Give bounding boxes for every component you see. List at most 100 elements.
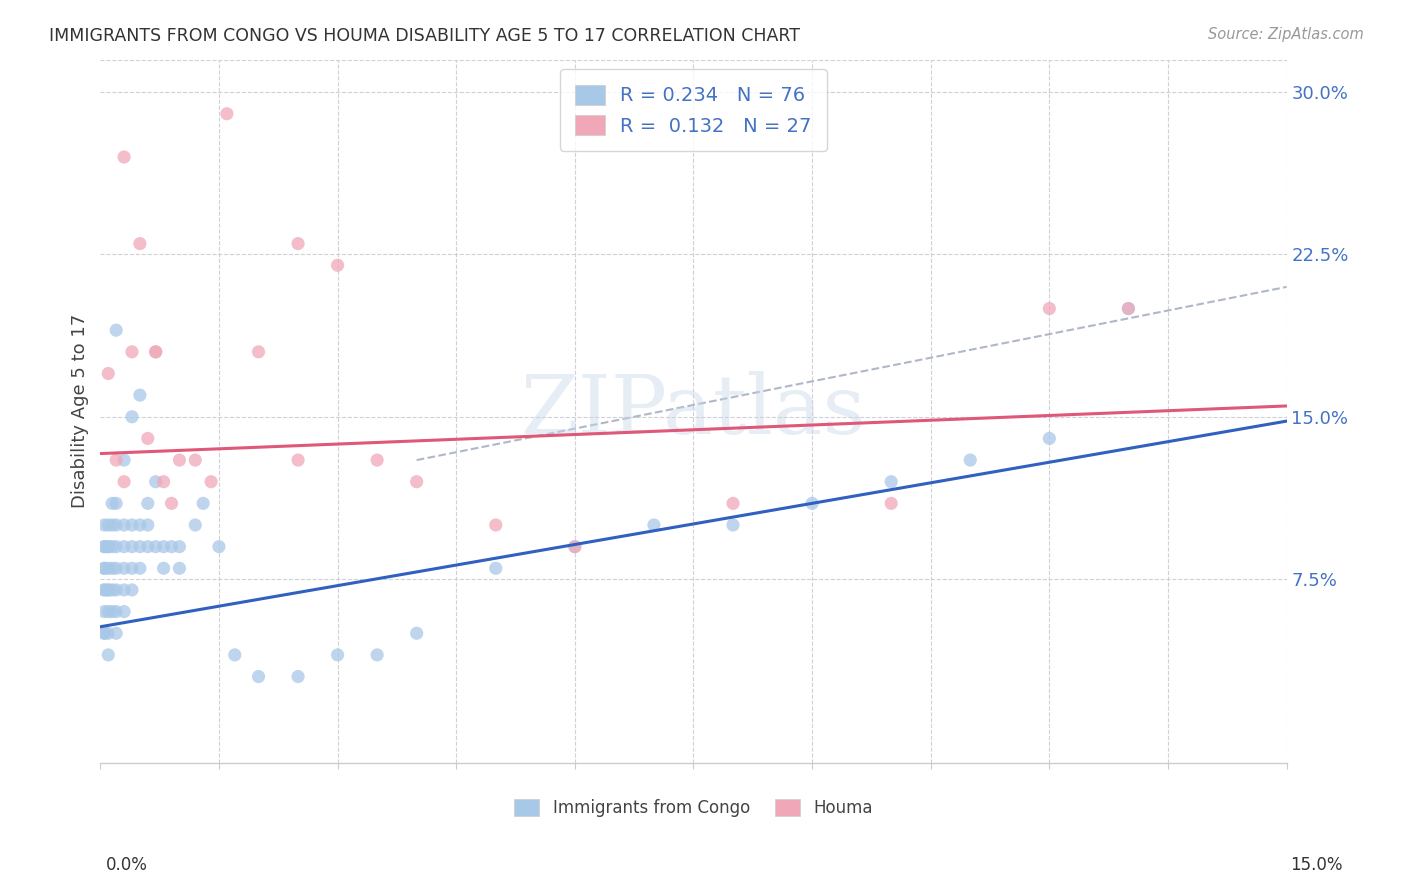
Point [101,518,124,533]
Point [145,344,167,359]
Text: 15.0%: 15.0% [1291,856,1343,874]
Point [1118,301,1140,316]
Point [366,648,388,662]
Point [105,540,128,554]
Point [405,626,427,640]
Point [93,540,115,554]
Point [184,453,207,467]
Point [215,106,238,120]
Point [93,605,115,619]
Point [97,648,120,662]
Point [152,475,174,489]
Point [93,582,115,597]
Point [112,475,135,489]
Point [121,582,143,597]
Point [97,540,120,554]
Point [105,453,128,467]
Point [145,475,167,489]
Point [93,582,115,597]
Point [121,540,143,554]
Point [112,453,135,467]
Point [101,540,124,554]
Point [121,344,143,359]
Point [112,605,135,619]
Point [97,605,120,619]
Point [105,605,128,619]
Point [247,669,270,683]
Point [152,540,174,554]
Legend: Immigrants from Congo, Houma: Immigrants from Congo, Houma [506,790,882,825]
Point [485,561,508,575]
Point [152,561,174,575]
Point [721,518,744,533]
Point [93,518,115,533]
Point [97,626,120,640]
Point [97,582,120,597]
Point [121,518,143,533]
Point [287,453,309,467]
Point [224,648,246,662]
Point [105,518,128,533]
Point [112,561,135,575]
Point [169,453,191,467]
Point [128,518,150,533]
Text: 0.0%: 0.0% [105,856,148,874]
Point [105,496,128,510]
Point [208,540,231,554]
Point [247,344,270,359]
Point [105,582,128,597]
Point [160,496,183,510]
Point [643,518,665,533]
Point [105,561,128,575]
Point [184,518,207,533]
Point [112,150,135,164]
Point [287,236,309,251]
Point [200,475,222,489]
Point [485,518,508,533]
Point [112,540,135,554]
Point [93,561,115,575]
Point [145,540,167,554]
Point [721,496,744,510]
Text: IMMIGRANTS FROM CONGO VS HOUMA DISABILITY AGE 5 TO 17 CORRELATION CHART: IMMIGRANTS FROM CONGO VS HOUMA DISABILIT… [49,27,800,45]
Point [145,344,167,359]
Point [405,475,427,489]
Point [136,496,159,510]
Text: Source: ZipAtlas.com: Source: ZipAtlas.com [1208,27,1364,42]
Point [1038,301,1060,316]
Point [97,582,120,597]
Point [128,236,150,251]
Point [93,626,115,640]
Point [93,626,115,640]
Point [112,582,135,597]
Point [101,561,124,575]
Point [136,540,159,554]
Point [128,388,150,402]
Point [93,561,115,575]
Point [564,540,586,554]
Point [121,561,143,575]
Point [105,626,128,640]
Text: ZIPatlas: ZIPatlas [520,371,866,451]
Point [136,518,159,533]
Point [564,540,586,554]
Point [105,323,128,337]
Point [128,540,150,554]
Point [1038,432,1060,446]
Point [1118,301,1140,316]
Point [101,582,124,597]
Point [880,496,903,510]
Point [959,453,981,467]
Point [97,367,120,381]
Point [880,475,903,489]
Point [326,258,349,272]
Point [97,540,120,554]
Point [160,540,183,554]
Point [326,648,349,662]
Point [112,518,135,533]
Point [101,496,124,510]
Point [121,409,143,424]
Point [97,518,120,533]
Point [101,605,124,619]
Point [97,561,120,575]
